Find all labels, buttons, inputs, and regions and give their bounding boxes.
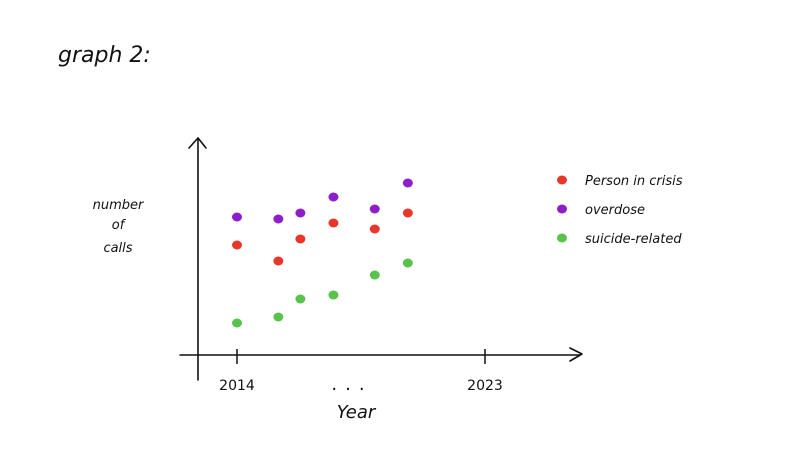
data-point-series-0-0 bbox=[232, 240, 242, 250]
data-point-series-0-4 bbox=[369, 224, 380, 234]
data-point-series-1-4 bbox=[369, 204, 380, 214]
data-points bbox=[232, 178, 413, 328]
data-point-series-1-1 bbox=[273, 214, 284, 224]
legend-label-0: Person in crisis bbox=[585, 174, 683, 189]
data-point-series-2-0 bbox=[232, 318, 242, 328]
legend: Person in crisis overdose suicide-related bbox=[557, 174, 683, 247]
axes bbox=[179, 137, 583, 381]
data-point-series-0-3 bbox=[328, 218, 339, 228]
legend-marker-2 bbox=[557, 233, 567, 243]
x-axis-label: Year bbox=[337, 402, 377, 423]
data-point-series-2-3 bbox=[328, 290, 339, 300]
legend-label-1: overdose bbox=[585, 203, 645, 218]
data-point-series-2-2 bbox=[295, 294, 306, 304]
data-point-series-1-3 bbox=[328, 192, 339, 202]
data-point-series-0-5 bbox=[402, 208, 413, 218]
y-axis-arrow bbox=[188, 137, 207, 149]
legend-marker-1 bbox=[557, 204, 567, 214]
x-tick-label-0: 2014 bbox=[219, 378, 255, 394]
data-point-series-1-5 bbox=[402, 178, 413, 188]
y-axis-label-line-2: of bbox=[112, 218, 127, 233]
x-ticks: 2014... 2023 bbox=[219, 349, 503, 395]
legend-label-2: suicide-related bbox=[585, 232, 682, 247]
legend-marker-0 bbox=[557, 175, 567, 185]
y-axis-label-line-1: number bbox=[93, 198, 145, 213]
data-point-series-2-5 bbox=[402, 258, 413, 268]
page-heading: graph 2: bbox=[58, 43, 151, 68]
data-point-series-0-1 bbox=[273, 256, 284, 266]
data-point-series-2-1 bbox=[273, 312, 284, 322]
x-axis-arrow bbox=[569, 347, 583, 362]
x-tick-label-1: ... bbox=[331, 374, 372, 395]
data-point-series-1-2 bbox=[295, 208, 306, 218]
y-axis-label-line-3: calls bbox=[103, 241, 132, 256]
x-tick-label-2: 2023 bbox=[467, 378, 503, 394]
data-point-series-0-2 bbox=[295, 234, 306, 244]
data-point-series-2-4 bbox=[369, 270, 380, 280]
data-point-series-1-0 bbox=[232, 212, 242, 222]
